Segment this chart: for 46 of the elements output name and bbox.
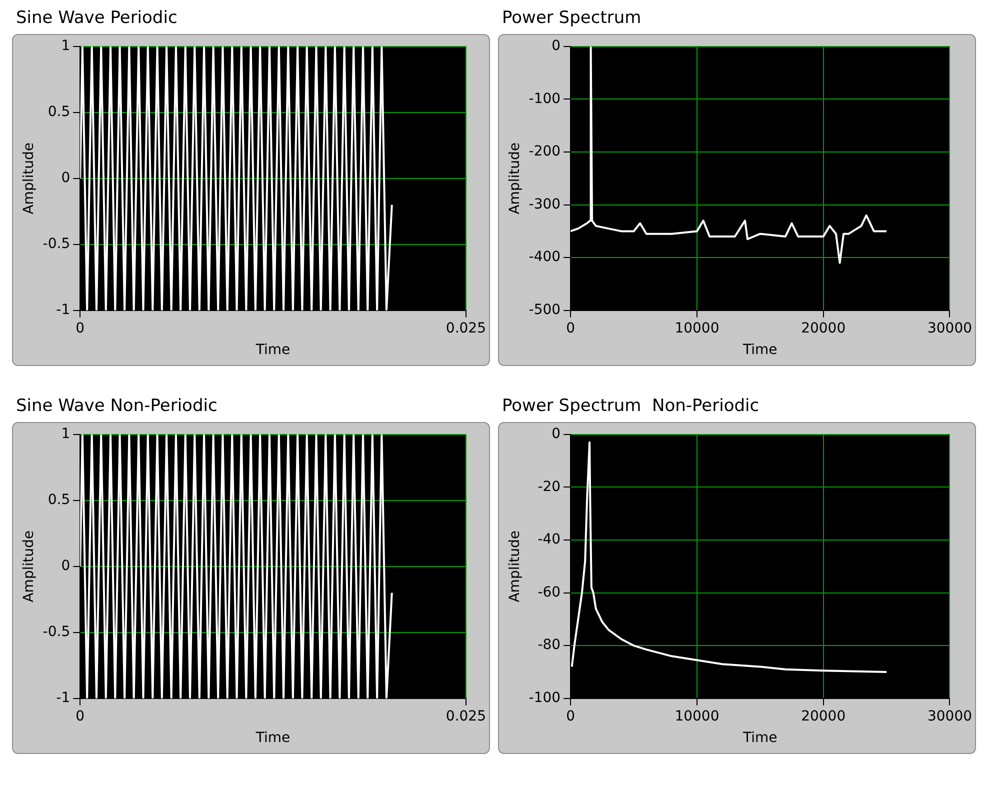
x-tick-label: 0 bbox=[566, 320, 576, 336]
y-tick-label: 0 bbox=[61, 558, 70, 574]
x-tick-label: 10000 bbox=[674, 320, 720, 336]
y-tick-label: 1 bbox=[61, 38, 70, 54]
y-tick-label: 0.5 bbox=[48, 492, 70, 508]
x-axis-title: Time bbox=[742, 730, 778, 746]
x-tick-label: 0 bbox=[566, 708, 576, 724]
chart-title: Sine Wave Non-Periodic bbox=[16, 396, 218, 416]
y-tick-label: -400 bbox=[528, 249, 561, 266]
y-tick-label: -100 bbox=[528, 90, 561, 107]
y-tick-label: -100 bbox=[528, 690, 561, 706]
y-tick-label: -1 bbox=[56, 690, 70, 706]
x-tick-label: 20000 bbox=[801, 708, 846, 724]
y-tick-label: 1 bbox=[61, 426, 70, 442]
x-tick-label: 20000 bbox=[801, 320, 846, 336]
x-tick-label: 0 bbox=[76, 708, 85, 724]
y-axis-title: Amplitude bbox=[21, 530, 38, 602]
y-axis-title: Amplitude bbox=[21, 142, 38, 214]
y-tick-label: 0 bbox=[552, 426, 561, 442]
y-tick-label: -80 bbox=[538, 637, 561, 654]
y-tick-label: 0 bbox=[552, 38, 561, 54]
chart-title: Power Spectrum Non-Periodic bbox=[502, 396, 760, 416]
y-tick-label: -500 bbox=[528, 302, 561, 318]
y-tick-label: -20 bbox=[538, 478, 561, 495]
y-tick-label: -40 bbox=[538, 532, 561, 548]
y-tick-label: -1 bbox=[56, 302, 70, 318]
chart-title: Power Spectrum bbox=[502, 8, 642, 28]
y-tick-label: 0 bbox=[61, 170, 70, 186]
x-tick-label: 30000 bbox=[927, 320, 972, 336]
x-tick-label: 30000 bbox=[927, 708, 972, 724]
chart-title: Sine Wave Periodic bbox=[16, 8, 178, 28]
x-tick-label: 0.025 bbox=[446, 708, 486, 724]
x-tick-label: 0 bbox=[76, 320, 85, 336]
y-tick-label: -200 bbox=[528, 144, 561, 160]
x-tick-label: 0.025 bbox=[446, 320, 486, 336]
y-tick-label: -300 bbox=[528, 196, 561, 212]
y-tick-label: -0.5 bbox=[42, 236, 70, 252]
y-axis-title: Amplitude bbox=[507, 142, 524, 214]
x-axis-title: Time bbox=[254, 730, 290, 746]
y-tick-label: -60 bbox=[538, 584, 561, 600]
x-axis-title: Time bbox=[742, 342, 778, 358]
y-axis-title: Amplitude bbox=[507, 530, 524, 602]
y-tick-label: -0.5 bbox=[42, 624, 70, 640]
y-tick-label: 0.5 bbox=[48, 104, 70, 120]
x-axis-title: Time bbox=[254, 342, 290, 358]
x-tick-label: 10000 bbox=[674, 708, 720, 724]
